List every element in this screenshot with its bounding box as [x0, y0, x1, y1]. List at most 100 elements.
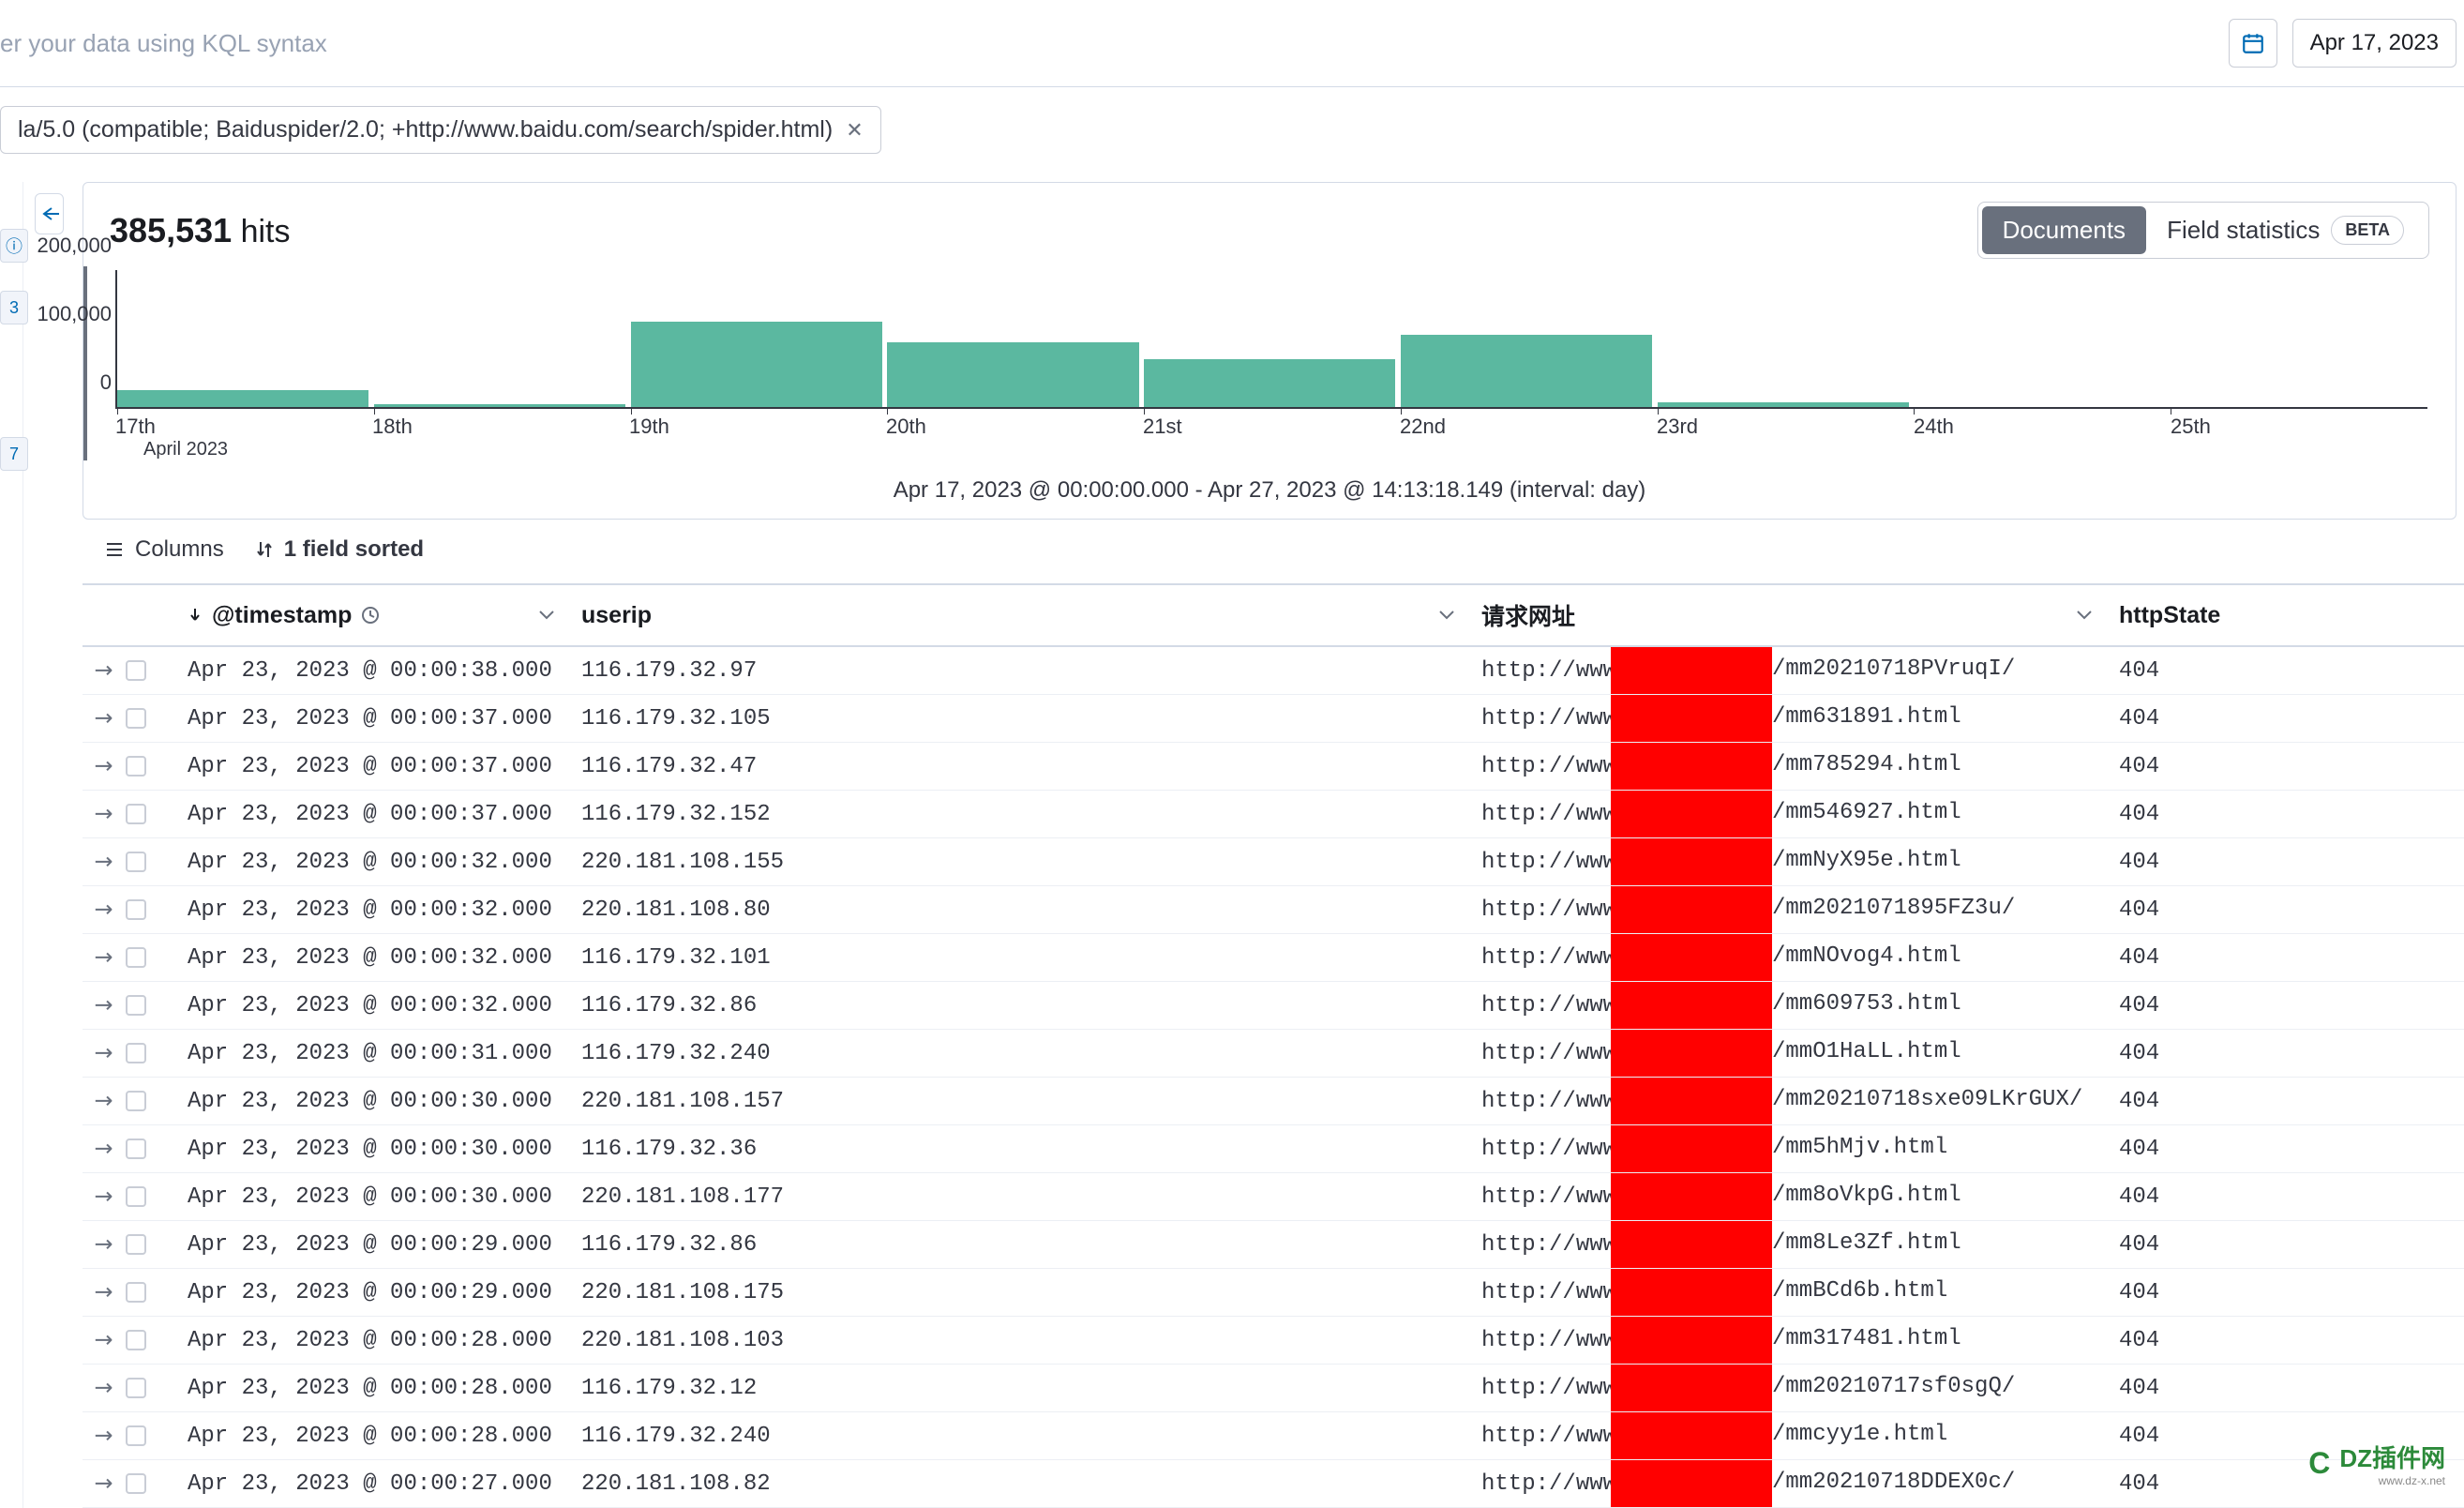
row-checkbox[interactable] [126, 947, 146, 968]
query-input-placeholder[interactable]: er your data using KQL syntax [0, 29, 327, 58]
row-checkbox[interactable] [126, 1091, 146, 1111]
redaction-block [1611, 1365, 1772, 1411]
expand-icon[interactable]: ↗ [86, 1467, 119, 1500]
row-checkbox[interactable] [126, 1473, 146, 1494]
table-row[interactable]: ↗Apr 23, 2023 @ 00:00:28.000116.179.32.2… [83, 1412, 2464, 1460]
expand-icon[interactable]: ↗ [86, 845, 119, 878]
table-row[interactable]: ↗Apr 23, 2023 @ 00:00:32.000220.181.108.… [83, 886, 2464, 934]
table-row[interactable]: ↗Apr 23, 2023 @ 00:00:32.000116.179.32.1… [83, 934, 2464, 982]
expand-icon[interactable]: ↗ [86, 749, 119, 782]
table-row[interactable]: ↗Apr 23, 2023 @ 00:00:32.000116.179.32.8… [83, 982, 2464, 1030]
cell-timestamp: Apr 23, 2023 @ 00:00:29.000 [176, 1221, 570, 1269]
expand-icon[interactable]: ↗ [86, 893, 119, 926]
column-header-httpstate[interactable]: httpState [2108, 584, 2464, 646]
table-row[interactable]: ↗Apr 23, 2023 @ 00:00:37.000116.179.32.1… [83, 791, 2464, 838]
row-checkbox[interactable] [126, 1425, 146, 1446]
collapse-sidebar-button[interactable] [35, 193, 64, 234]
expand-icon[interactable]: ↗ [86, 654, 119, 686]
table-row[interactable]: ↗Apr 23, 2023 @ 00:00:37.000116.179.32.1… [83, 695, 2464, 743]
row-checkbox[interactable] [126, 995, 146, 1016]
row-checkbox[interactable] [126, 1378, 146, 1398]
table-row[interactable]: ↗Apr 23, 2023 @ 00:00:30.000116.179.32.3… [83, 1125, 2464, 1173]
redaction-block [1611, 1030, 1772, 1077]
table-row[interactable]: ↗Apr 23, 2023 @ 00:00:28.000116.179.32.1… [83, 1365, 2464, 1412]
expand-icon[interactable]: ↗ [86, 1228, 119, 1260]
row-checkbox[interactable] [126, 708, 146, 729]
row-checkbox[interactable] [126, 756, 146, 777]
left-badge-count-1[interactable]: 3 [0, 291, 28, 324]
cell-timestamp: Apr 23, 2023 @ 00:00:32.000 [176, 838, 570, 886]
hits-count: 385,531 hits [110, 211, 291, 250]
close-icon[interactable]: ✕ [846, 118, 863, 143]
x-tick-label: 19th [629, 409, 886, 439]
row-checkbox[interactable] [126, 1234, 146, 1255]
redaction-block [1611, 743, 1772, 790]
column-header-timestamp[interactable]: @timestamp [176, 584, 570, 646]
expand-icon[interactable]: ↗ [86, 988, 119, 1021]
table-row[interactable]: ↗Apr 23, 2023 @ 00:00:31.000116.179.32.2… [83, 1030, 2464, 1078]
column-header-userip[interactable]: userip [570, 584, 1470, 646]
query-bar-cropped [0, 0, 2464, 9]
bar[interactable] [1401, 335, 1652, 407]
expand-icon[interactable]: ↗ [86, 1275, 119, 1308]
bar[interactable] [117, 390, 368, 407]
table-row[interactable]: ↗Apr 23, 2023 @ 00:00:30.000220.181.108.… [83, 1078, 2464, 1125]
left-rail: ⓘ 3 7 [0, 182, 23, 1508]
expand-icon[interactable]: ↗ [86, 1036, 119, 1069]
redaction-block [1611, 886, 1772, 933]
documents-tab[interactable]: Documents [1982, 206, 2147, 254]
expand-icon[interactable]: ↗ [86, 1371, 119, 1404]
field-statistics-tab[interactable]: Field statistics BETA [2146, 206, 2425, 254]
cell-timestamp: Apr 23, 2023 @ 00:00:28.000 [176, 1412, 570, 1460]
redaction-block [1611, 695, 1772, 742]
histogram-chart[interactable]: 0100,000200,000 [115, 270, 2427, 409]
calendar-button[interactable] [2229, 19, 2277, 68]
redaction-block [1611, 1078, 1772, 1124]
left-badge-count-2[interactable]: 7 [0, 437, 28, 471]
bar[interactable] [631, 322, 882, 407]
column-header-url[interactable]: 请求网址 [1470, 584, 2108, 646]
row-checkbox[interactable] [126, 804, 146, 824]
bar[interactable] [887, 342, 1138, 407]
left-badge-info[interactable]: ⓘ [0, 229, 28, 263]
date-range-picker[interactable]: Apr 17, 2023 [2292, 19, 2456, 68]
bar[interactable] [1658, 402, 1909, 407]
row-checkbox[interactable] [126, 1330, 146, 1350]
expand-icon[interactable]: ↗ [86, 1323, 119, 1356]
clock-icon [361, 606, 380, 625]
columns-button[interactable]: Columns [105, 536, 224, 563]
bar[interactable] [374, 404, 625, 407]
expand-icon[interactable]: ↗ [86, 1419, 119, 1452]
chevron-down-icon[interactable] [1438, 610, 1455, 621]
expand-icon[interactable]: ↗ [86, 1132, 119, 1165]
row-checkbox[interactable] [126, 660, 146, 681]
chevron-down-icon[interactable] [2076, 610, 2093, 621]
row-checkbox[interactable] [126, 1186, 146, 1207]
table-row[interactable]: ↗Apr 23, 2023 @ 00:00:29.000220.181.108.… [83, 1269, 2464, 1317]
chevron-down-icon[interactable] [538, 610, 555, 621]
row-checkbox[interactable] [126, 1043, 146, 1063]
cell-httpstate: 404 [2108, 1317, 2464, 1365]
expand-icon[interactable]: ↗ [86, 797, 119, 830]
sort-button[interactable]: 1 field sorted [256, 536, 424, 563]
x-tick-label: 18th [372, 409, 629, 439]
table-row[interactable]: ↗Apr 23, 2023 @ 00:00:37.000116.179.32.4… [83, 743, 2464, 791]
expand-icon[interactable]: ↗ [86, 1084, 119, 1117]
filter-pill[interactable]: la/5.0 (compatible; Baiduspider/2.0; +ht… [0, 106, 881, 154]
redaction-block [1611, 838, 1772, 885]
row-checkbox[interactable] [126, 1282, 146, 1303]
bar[interactable] [1144, 359, 1395, 407]
cell-userip: 220.181.108.80 [570, 886, 1470, 934]
row-checkbox[interactable] [126, 899, 146, 920]
expand-icon[interactable]: ↗ [86, 1180, 119, 1213]
row-controls: ↗ [83, 1317, 176, 1365]
table-row[interactable]: ↗Apr 23, 2023 @ 00:00:38.000116.179.32.9… [83, 646, 2464, 695]
expand-icon[interactable]: ↗ [86, 701, 119, 734]
table-row[interactable]: ↗Apr 23, 2023 @ 00:00:30.000220.181.108.… [83, 1173, 2464, 1221]
row-checkbox[interactable] [126, 1139, 146, 1159]
expand-icon[interactable]: ↗ [86, 941, 119, 973]
table-row[interactable]: ↗Apr 23, 2023 @ 00:00:29.000116.179.32.8… [83, 1221, 2464, 1269]
row-checkbox[interactable] [126, 852, 146, 872]
table-row[interactable]: ↗Apr 23, 2023 @ 00:00:32.000220.181.108.… [83, 838, 2464, 886]
table-row[interactable]: ↗Apr 23, 2023 @ 00:00:28.000220.181.108.… [83, 1317, 2464, 1365]
